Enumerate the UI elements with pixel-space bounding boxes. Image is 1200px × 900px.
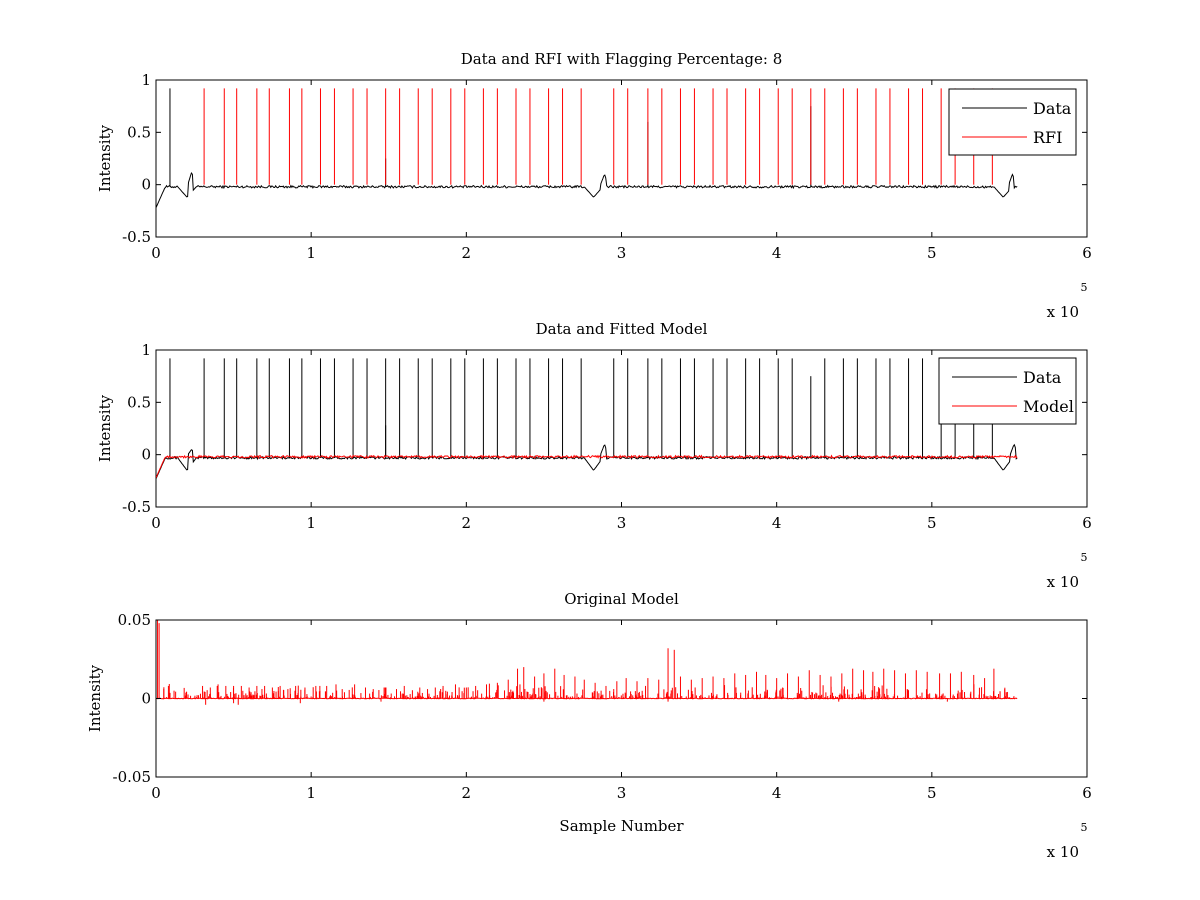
plot-area	[155, 349, 1088, 508]
y-tick-label: 0	[141, 176, 151, 194]
x-scale-note: x 10	[1047, 303, 1079, 321]
x-tick-label: 5	[927, 514, 937, 532]
legend	[948, 88, 1077, 156]
x-tick-label: 4	[772, 784, 782, 802]
x-tick-label: 1	[306, 244, 316, 262]
y-tick-label: 0.5	[127, 393, 151, 411]
x-tick-label: 3	[617, 514, 627, 532]
x-tick-label: 2	[462, 244, 472, 262]
x-tick-label: 1	[306, 784, 316, 802]
x-tick-label: 6	[1082, 244, 1092, 262]
chart-title: Data and Fitted Model	[536, 320, 708, 338]
x-scale-exponent: 5	[1081, 281, 1088, 294]
y-tick-label: -0.5	[122, 498, 151, 516]
chart-title: Data and RFI with Flagging Percentage: 8	[461, 50, 783, 68]
series-line-model	[156, 454, 1018, 478]
x-tick-label: 4	[772, 244, 782, 262]
y-tick-label: 1	[141, 341, 151, 359]
x-tick-label: 0	[151, 244, 161, 262]
chart-title: Original Model	[564, 590, 679, 608]
legend	[938, 357, 1077, 425]
x-tick-label: 3	[617, 784, 627, 802]
x-axis-label: Sample Number	[559, 817, 684, 835]
y-axis-label: Intensity	[96, 124, 114, 192]
series-line-data	[156, 171, 1018, 208]
x-scale-note: x 10	[1047, 573, 1079, 591]
y-tick-label: -0.5	[122, 228, 151, 246]
x-tick-label: 4	[772, 514, 782, 532]
x-scale-exponent: 5	[1081, 551, 1088, 564]
plot-area	[155, 79, 1088, 238]
y-axis-label: Intensity	[96, 394, 114, 462]
plot-series-group	[156, 620, 1018, 705]
y-tick-label: 0	[141, 690, 151, 708]
plot-series-group	[156, 358, 1018, 479]
legend-label-data: Data	[1023, 368, 1062, 387]
x-tick-label: 5	[927, 244, 937, 262]
y-tick-label: 0.5	[127, 123, 151, 141]
y-tick-label: 0	[141, 446, 151, 464]
x-tick-label: 2	[462, 784, 472, 802]
x-tick-label: 2	[462, 514, 472, 532]
y-axis-label: Intensity	[86, 664, 104, 732]
x-scale-exponent: 5	[1081, 821, 1088, 834]
x-tick-label: 6	[1082, 784, 1092, 802]
x-tick-label: 0	[151, 514, 161, 532]
y-tick-label: -0.05	[113, 768, 151, 786]
legend-label-data: Data	[1033, 99, 1072, 118]
x-tick-label: 3	[617, 244, 627, 262]
y-tick-label: 1	[141, 71, 151, 89]
series-line-model	[156, 697, 1018, 700]
x-tick-label: 6	[1082, 514, 1092, 532]
legend-label-rfi: RFI	[1033, 128, 1062, 147]
x-scale-note: x 10	[1047, 843, 1079, 861]
x-tick-label: 5	[927, 784, 937, 802]
x-tick-label: 0	[151, 784, 161, 802]
y-tick-label: 0.05	[118, 611, 151, 629]
legend-label-model: Model	[1023, 397, 1074, 416]
x-tick-label: 1	[306, 514, 316, 532]
